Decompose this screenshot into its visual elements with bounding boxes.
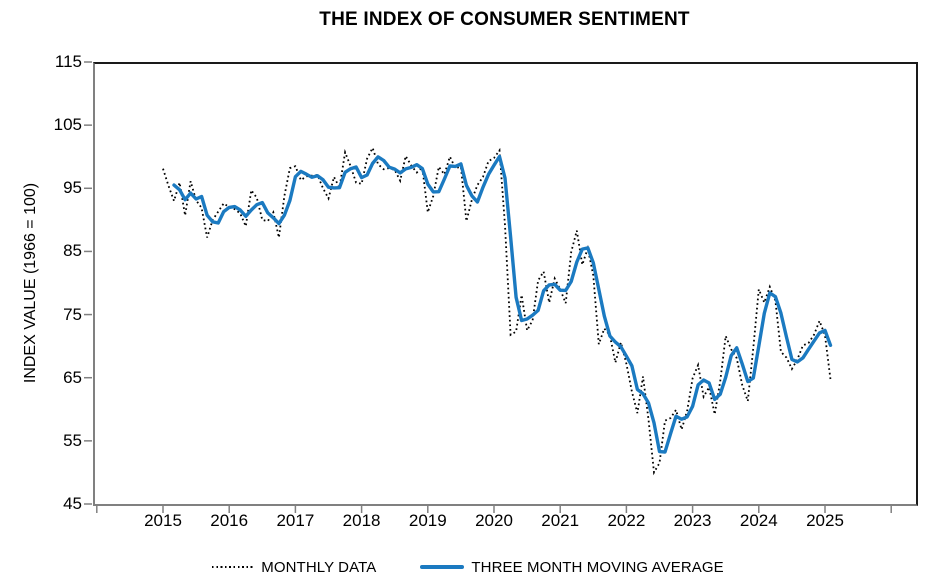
x-tick-label: 2015 <box>144 511 182 530</box>
chart-title: THE INDEX OF CONSUMER SENTIMENT <box>319 9 690 30</box>
legend-label-moving-average: THREE MONTH MOVING AVERAGE <box>471 558 724 576</box>
y-tick-label: 115 <box>54 52 82 71</box>
y-tick-label: 45 <box>63 494 82 513</box>
three-month-moving-average-line <box>172 154 833 454</box>
legend-item-moving-average: THREE MONTH MOVING AVERAGE <box>420 558 724 576</box>
x-tick-label: 2025 <box>806 511 844 530</box>
x-tick-label: 2024 <box>739 511 778 530</box>
y-tick-label: 85 <box>63 241 82 261</box>
y-tick-label: 95 <box>63 178 82 198</box>
monthly-data-line <box>162 145 832 476</box>
legend-label-monthly-data: MONTHLY DATA <box>261 558 377 576</box>
y-tick-label: 55 <box>63 430 82 450</box>
x-tick-label: 2020 <box>475 511 513 530</box>
x-tick-label: 2016 <box>210 511 249 530</box>
legend-item-monthly-data: MONTHLY DATA <box>212 559 376 576</box>
solid-line-swatch-icon <box>420 565 465 569</box>
x-tick-label: 2018 <box>342 511 381 530</box>
dotted-line-swatch-icon <box>212 566 255 568</box>
x-tick-label: 2023 <box>673 511 712 530</box>
y-tick-label: 75 <box>63 304 82 324</box>
x-tick-label: 2019 <box>408 511 447 530</box>
y-tick-label: 65 <box>63 367 82 387</box>
plot-area-border <box>93 62 918 506</box>
x-tick-label: 2021 <box>541 511 580 530</box>
y-tick-label: 105 <box>53 115 82 135</box>
x-tick-label: 2017 <box>276 511 315 530</box>
x-tick-label: 2022 <box>607 511 646 530</box>
legend: MONTHLY DATA THREE MONTH MOVING AVERAGE <box>0 555 936 579</box>
